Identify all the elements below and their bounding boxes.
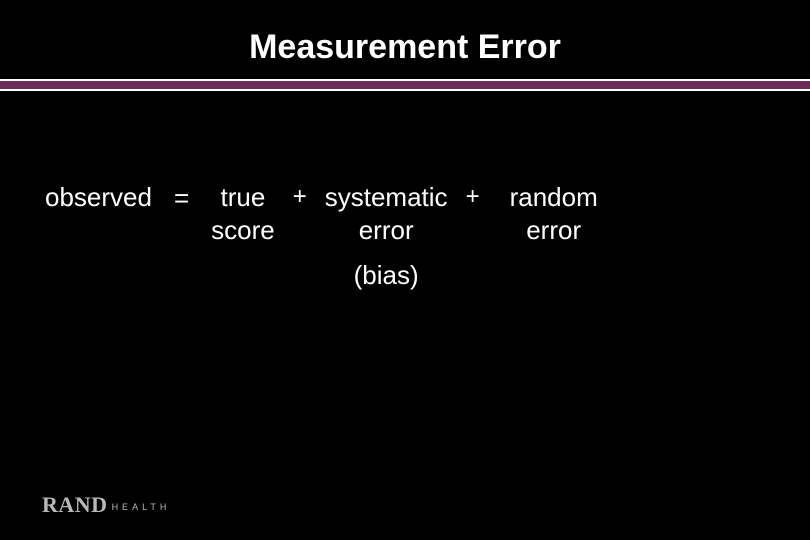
equals-sign: = [152, 181, 211, 214]
term-random-line2: error [510, 214, 598, 247]
term-true-score: true score [211, 181, 275, 246]
plus-sign-2: + [448, 181, 498, 211]
bias-label: (bias) [325, 259, 448, 292]
term-true-score-line2: score [211, 214, 275, 247]
term-random-error: random error [510, 181, 598, 246]
equation-row: observed = true score + systematic error… [0, 91, 810, 246]
term-systematic-error: systematic error (bias) [325, 181, 448, 246]
brand-rand: RAND [42, 492, 108, 517]
divider-bar [0, 81, 810, 89]
term-true-score-line1: true [211, 181, 275, 214]
term-random-line1: random [510, 181, 598, 214]
term-systematic-line1: systematic [325, 181, 448, 214]
footer-brand: RAND HEALTH [42, 492, 170, 518]
term-observed: observed [45, 181, 152, 214]
title-divider [0, 79, 810, 91]
term-systematic-line2: error [325, 214, 448, 247]
plus-sign-1: + [275, 181, 325, 211]
slide-title: Measurement Error [0, 0, 810, 79]
brand-health: HEALTH [112, 502, 171, 512]
